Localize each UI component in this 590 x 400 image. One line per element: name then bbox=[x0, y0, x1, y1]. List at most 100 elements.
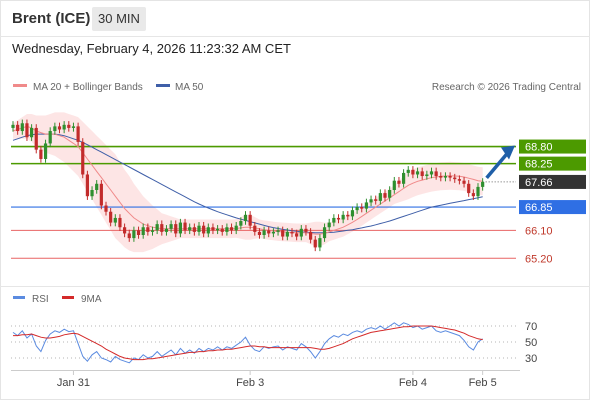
candle bbox=[369, 195, 373, 207]
candle-body bbox=[364, 202, 368, 209]
candle-body bbox=[62, 124, 66, 130]
level-value-text: 67.66 bbox=[525, 177, 553, 189]
candle-body bbox=[109, 211, 113, 223]
candle-body bbox=[453, 177, 457, 180]
candle-body bbox=[434, 171, 438, 177]
candle bbox=[62, 121, 66, 134]
candle-body bbox=[318, 238, 322, 248]
candle bbox=[453, 173, 457, 183]
candle bbox=[476, 183, 480, 200]
top-bar: Brent (ICE) 30 MIN bbox=[0, 0, 590, 36]
candle-body bbox=[285, 231, 289, 237]
timeframe-button[interactable]: 30 MIN bbox=[92, 7, 146, 31]
rsi-legend-swatch bbox=[13, 296, 25, 299]
candle bbox=[99, 180, 103, 210]
candle bbox=[225, 223, 229, 236]
candle bbox=[95, 180, 99, 194]
candle-body bbox=[457, 179, 461, 181]
candle bbox=[346, 211, 350, 221]
candle bbox=[434, 167, 438, 180]
level-value-text: 68.80 bbox=[525, 142, 553, 154]
x-tick-label: Jan 31 bbox=[57, 377, 90, 389]
candle-body bbox=[239, 221, 243, 226]
candlesticks-layer bbox=[11, 119, 485, 252]
candle bbox=[67, 121, 71, 132]
ma20-line bbox=[12, 125, 483, 235]
candle-body bbox=[471, 193, 475, 197]
x-tick-label: Feb 4 bbox=[399, 377, 427, 389]
candle bbox=[104, 201, 108, 216]
candle-body bbox=[225, 227, 229, 232]
candle-body bbox=[104, 205, 108, 212]
level-value-box bbox=[519, 156, 586, 171]
candle bbox=[350, 206, 355, 221]
rsi-tick-label-50: 50 bbox=[525, 337, 537, 349]
candle bbox=[118, 214, 122, 231]
bollinger-band bbox=[13, 112, 483, 253]
candle-body bbox=[160, 224, 164, 232]
candle bbox=[257, 228, 262, 239]
candle-body bbox=[406, 169, 410, 173]
candle-body bbox=[90, 190, 94, 197]
candle bbox=[53, 122, 57, 135]
candle-body bbox=[276, 230, 280, 232]
candle bbox=[109, 208, 113, 227]
x-tick-label: Feb 5 bbox=[469, 377, 497, 389]
candle-body bbox=[146, 227, 150, 232]
candle bbox=[467, 180, 471, 197]
instrument-title: Brent (ICE) bbox=[12, 10, 91, 27]
candle-body bbox=[113, 217, 117, 223]
candle bbox=[425, 170, 429, 180]
candle-body bbox=[76, 126, 80, 142]
candle bbox=[332, 214, 336, 227]
candle-body bbox=[378, 193, 382, 201]
candle bbox=[211, 223, 215, 235]
candle-body bbox=[16, 124, 20, 132]
level-label-66-10: 66.10 bbox=[525, 225, 553, 237]
target-arrow-head bbox=[501, 145, 515, 160]
candle-body bbox=[369, 199, 373, 203]
level-value-text: 65.20 bbox=[525, 253, 553, 265]
candle-body bbox=[57, 126, 62, 130]
candle-body bbox=[443, 176, 448, 178]
candle-body bbox=[85, 174, 89, 197]
candle bbox=[295, 229, 299, 241]
candle bbox=[481, 178, 485, 191]
level-value-text: 66.10 bbox=[525, 225, 553, 237]
candle bbox=[202, 221, 206, 238]
candle bbox=[336, 214, 341, 224]
candle bbox=[462, 176, 466, 188]
candle-body bbox=[127, 233, 131, 239]
candle-body bbox=[448, 176, 452, 178]
candle bbox=[253, 221, 257, 236]
candle bbox=[397, 176, 401, 188]
rsi-tick-label-70: 70 bbox=[525, 321, 537, 333]
candle-body bbox=[327, 222, 331, 228]
candle-body bbox=[132, 230, 136, 239]
candle bbox=[276, 226, 280, 236]
candle-body bbox=[141, 227, 145, 235]
candle-body bbox=[123, 227, 127, 234]
candle-body bbox=[169, 224, 173, 229]
candle bbox=[164, 225, 169, 236]
candle bbox=[327, 218, 331, 231]
candle bbox=[220, 225, 224, 236]
candle bbox=[48, 127, 52, 148]
candle-body bbox=[374, 199, 378, 201]
candle-body bbox=[411, 169, 415, 175]
candle-body bbox=[99, 183, 103, 206]
candle bbox=[392, 176, 396, 194]
candle bbox=[71, 122, 76, 132]
candle bbox=[132, 226, 136, 242]
candle-body bbox=[360, 207, 364, 209]
candle bbox=[309, 228, 313, 244]
candle-body bbox=[11, 124, 15, 128]
candle-body bbox=[43, 143, 48, 159]
ma20-legend-swatch bbox=[13, 84, 27, 87]
candle bbox=[304, 225, 308, 236]
candle bbox=[216, 225, 220, 235]
candle bbox=[374, 195, 378, 205]
level-value-text: 68.25 bbox=[525, 159, 553, 171]
candle bbox=[16, 121, 20, 135]
candle-body bbox=[81, 141, 85, 175]
